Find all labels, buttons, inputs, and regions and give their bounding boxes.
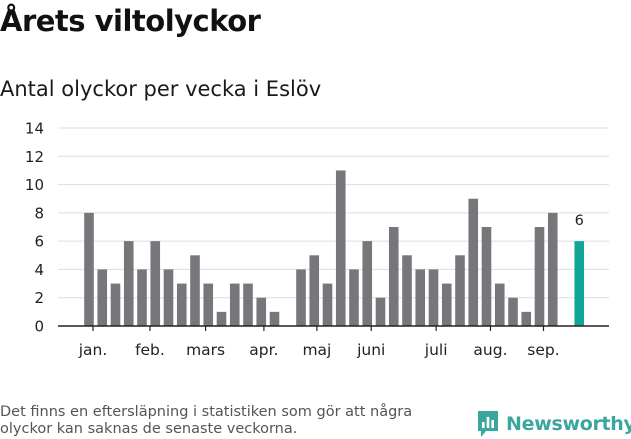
data-labels: 6 xyxy=(575,213,584,229)
bar xyxy=(335,170,346,326)
grid-lines xyxy=(58,127,609,299)
newsworthy-logo-icon xyxy=(478,411,498,437)
y-axis-ticks: 0 2 4 6 8 10 12 14 xyxy=(25,120,44,336)
bar xyxy=(243,283,253,326)
y-tick-label: 14 xyxy=(25,120,44,138)
x-tick-label: aug. xyxy=(473,341,507,359)
bar xyxy=(256,297,267,326)
bar xyxy=(349,269,359,326)
y-tick-label: 4 xyxy=(34,261,44,279)
bar xyxy=(494,283,505,326)
y-tick-label: 12 xyxy=(25,148,44,166)
y-tick-label: 0 xyxy=(34,318,44,336)
bar xyxy=(521,311,532,326)
bar xyxy=(203,283,214,326)
bar xyxy=(322,283,333,326)
x-tick-label: feb. xyxy=(135,341,165,359)
bar xyxy=(455,255,465,326)
bar xyxy=(137,269,147,326)
bar xyxy=(375,297,386,326)
bar xyxy=(402,255,412,326)
chart-subtitle: Antal olyckor per vecka i Eslöv xyxy=(0,77,322,101)
bar xyxy=(176,283,187,326)
bar xyxy=(441,283,452,326)
bar xyxy=(269,311,280,326)
bar xyxy=(229,283,240,326)
bar-chart: 0 2 4 6 8 10 12 14 jan. feb. mars apr. maj juni juli a… xyxy=(25,120,609,359)
x-tick-label: sep. xyxy=(527,341,559,359)
y-tick-label: 2 xyxy=(34,289,44,307)
bar xyxy=(216,311,227,326)
bar xyxy=(415,269,426,326)
y-tick-label: 10 xyxy=(25,176,44,194)
bar xyxy=(362,241,373,326)
bar xyxy=(468,198,479,326)
footnote: Det finns en eftersläpning i statistiken… xyxy=(0,404,413,437)
x-tick-label: juni xyxy=(356,341,385,359)
brand[interactable]: Newsworthy xyxy=(476,409,631,439)
y-tick-label: 8 xyxy=(34,204,44,222)
x-tick-label: juli xyxy=(424,341,448,359)
bar xyxy=(309,255,320,326)
x-tick-label: jan. xyxy=(78,341,108,359)
bar xyxy=(150,241,161,326)
bar xyxy=(508,297,518,326)
bar xyxy=(547,212,558,326)
data-label: 6 xyxy=(575,213,584,229)
page-title: Årets viltolyckor xyxy=(0,4,261,38)
bar-highlight xyxy=(574,241,585,326)
x-tick-label: maj xyxy=(302,341,331,359)
bar xyxy=(123,241,134,326)
x-tick-label: apr. xyxy=(249,341,278,359)
bar xyxy=(190,255,200,326)
bar xyxy=(296,269,306,326)
bar xyxy=(481,227,492,326)
x-tick-label: mars xyxy=(186,341,225,359)
bar xyxy=(97,269,108,326)
bar xyxy=(163,269,174,326)
brand-name: Newsworthy xyxy=(506,413,631,435)
bar xyxy=(110,283,121,326)
bar xyxy=(534,227,545,326)
bars xyxy=(84,170,585,326)
month-labels: jan. feb. mars apr. maj juni juli aug. sep. xyxy=(78,326,560,359)
bar xyxy=(428,269,439,326)
bar xyxy=(388,227,399,326)
y-tick-label: 6 xyxy=(34,233,44,251)
bar xyxy=(84,212,94,326)
